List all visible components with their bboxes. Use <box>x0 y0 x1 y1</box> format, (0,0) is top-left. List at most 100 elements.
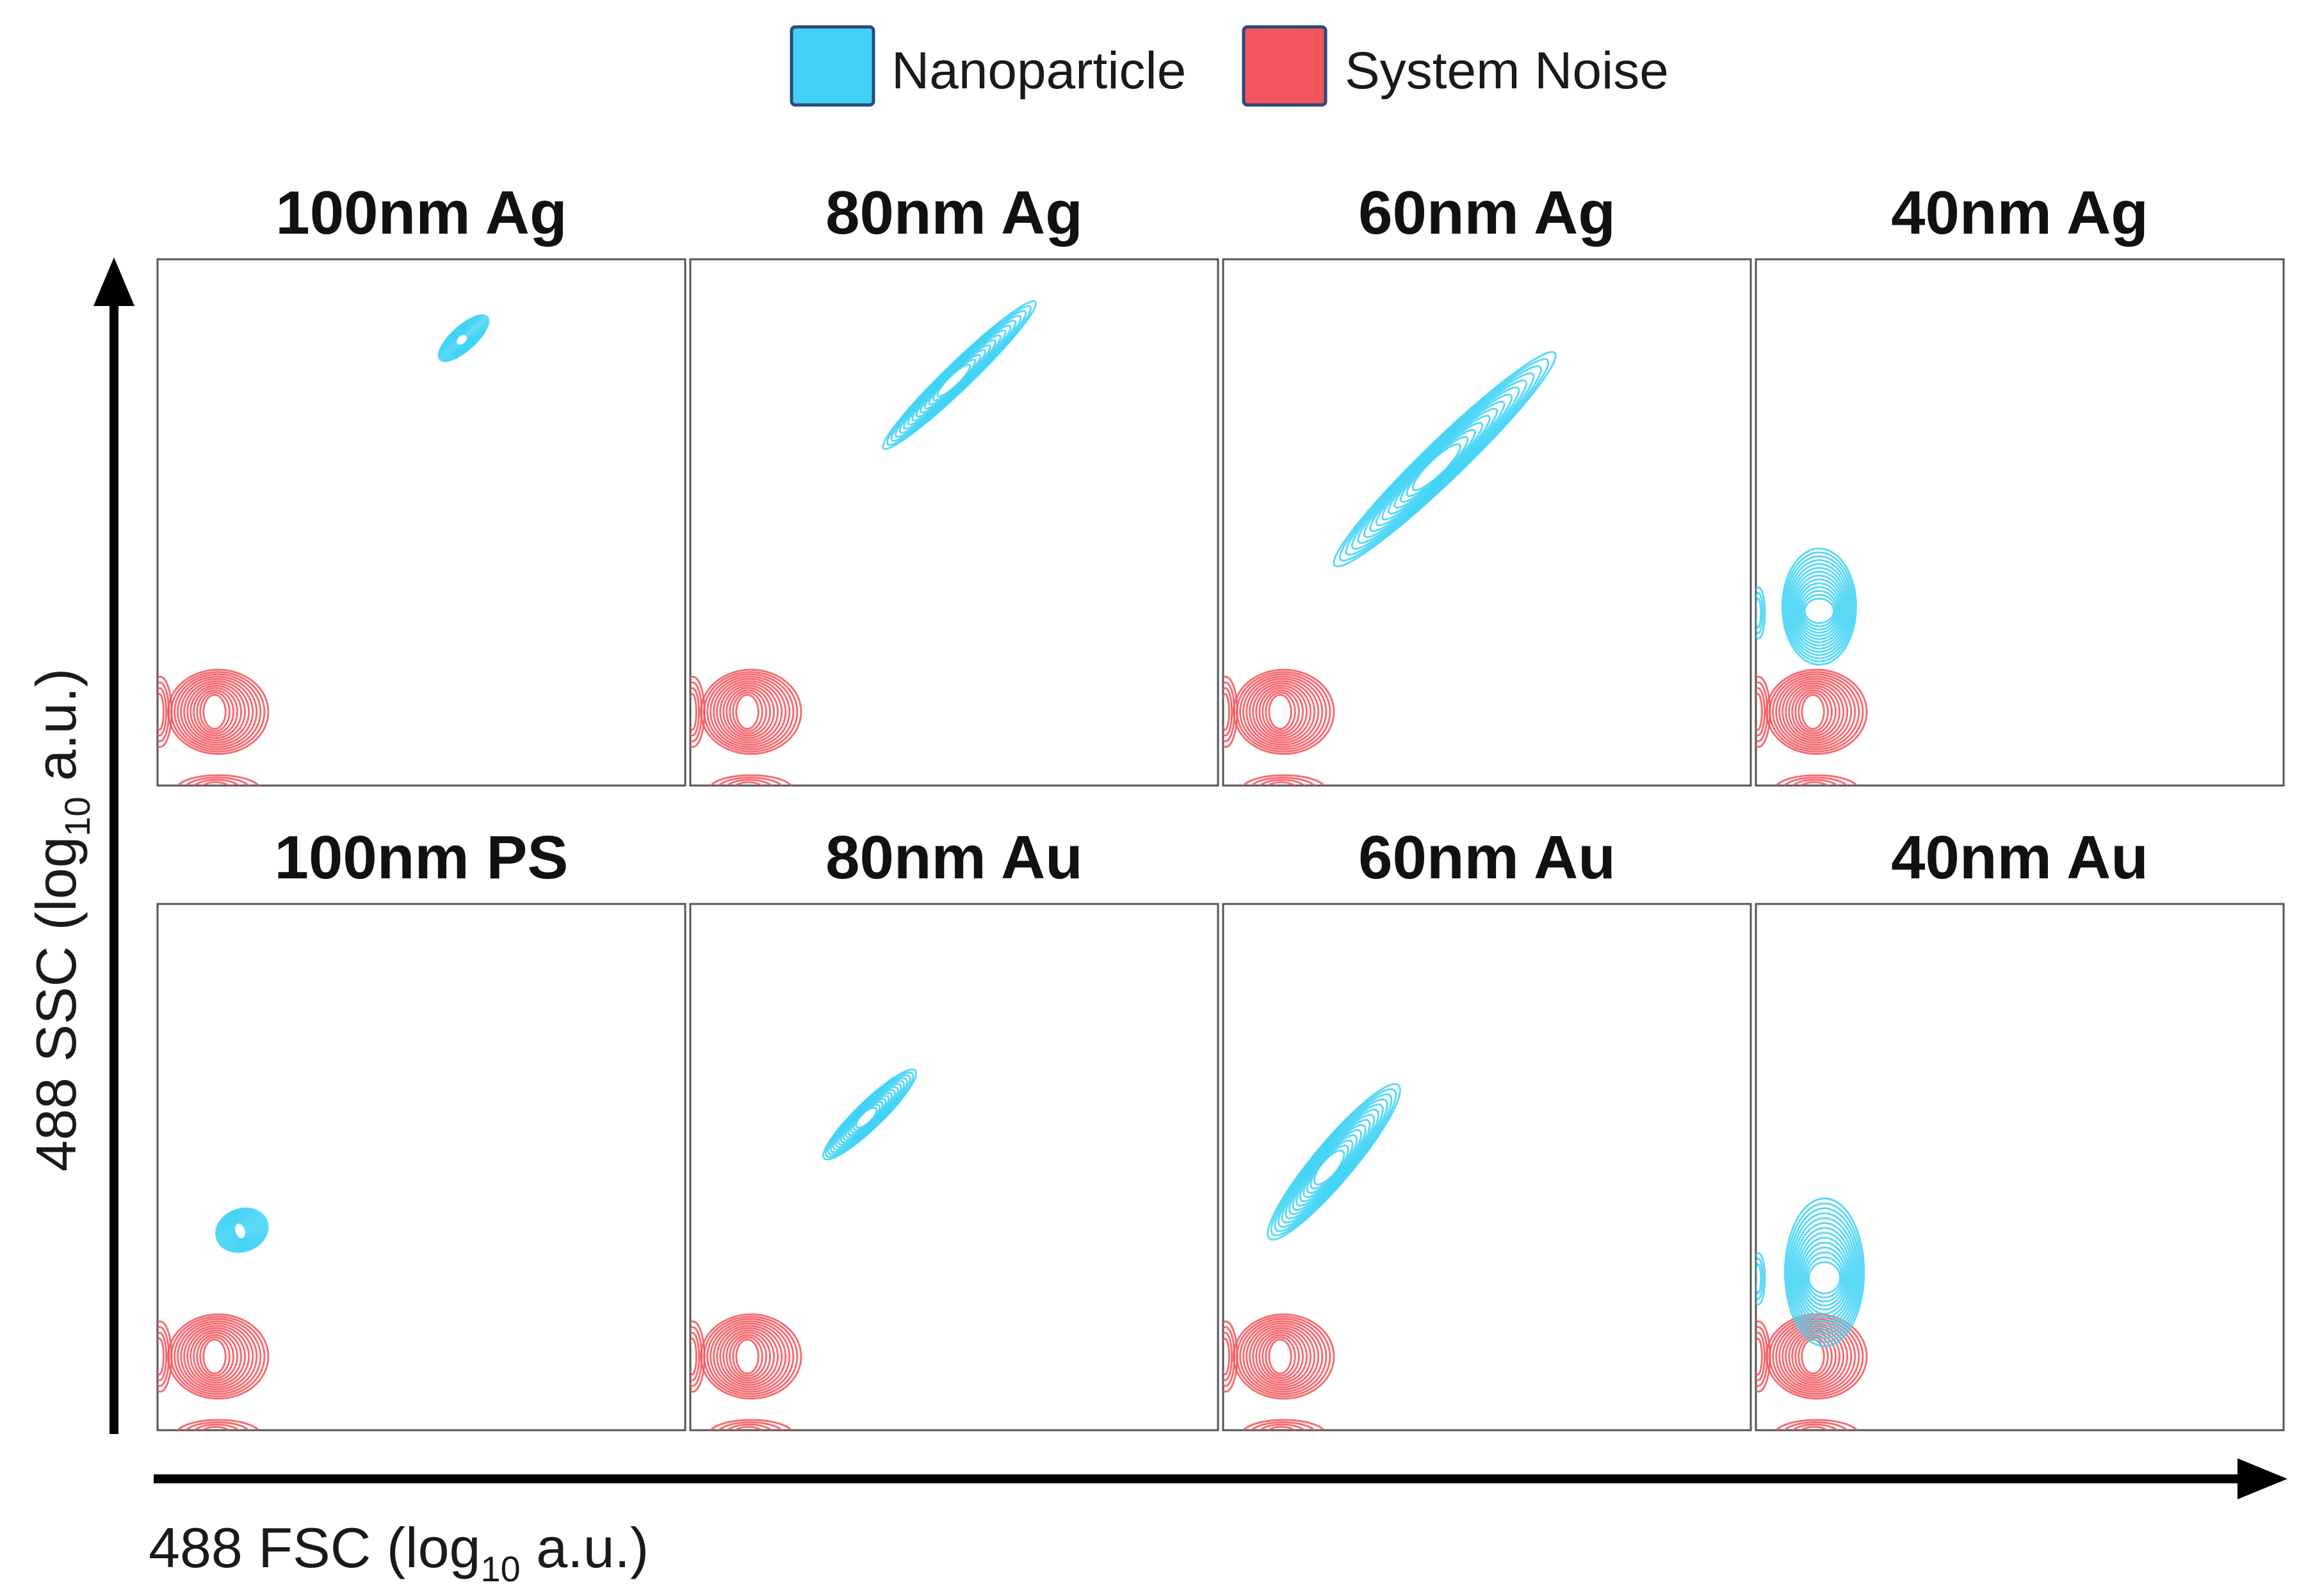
noise-contour-level-7 <box>186 1327 247 1386</box>
panel-title: 80nm Au <box>825 823 1083 892</box>
particle-contour <box>822 1068 918 1161</box>
particle-contour-level-2 <box>1785 1202 1863 1343</box>
noise-contour-level-10 <box>729 1334 767 1380</box>
noise-contour-level-3 <box>1239 1318 1328 1396</box>
noise-bottom-contour-level-4 <box>1267 781 1296 786</box>
panel-3: 60nm Ag <box>1222 179 1752 787</box>
noise-contour-level-5 <box>1778 677 1853 746</box>
legend-label-system-noise: System Noise <box>1345 42 1669 100</box>
noise-contour <box>699 668 802 755</box>
particle-contour-level-4 <box>1786 559 1852 656</box>
particle-contour-level-14 <box>455 333 469 347</box>
particle-contour <box>882 300 1037 450</box>
panel-plot-area <box>1223 1083 1401 1430</box>
noise-contour-level-6 <box>1782 1325 1849 1389</box>
noise-edge-contour-level-3 <box>1756 687 1766 737</box>
noise-contour-level-3 <box>706 673 795 751</box>
noise-contour-level-5 <box>713 677 787 746</box>
noise-edge-contour-level-4 <box>158 1337 165 1376</box>
particle-contour <box>1781 547 1857 666</box>
noise-contour-level-4 <box>177 1320 258 1393</box>
panel-title: 60nm Au <box>1358 823 1616 892</box>
noise-edge-contour <box>158 675 173 748</box>
noise-edge-contour-level-2 <box>158 681 170 743</box>
noise-bottom-contour-level-3 <box>1791 1423 1839 1430</box>
noise-edge-contour-level-4 <box>1756 1337 1763 1376</box>
noise-edge-contour-level-2 <box>158 1326 170 1387</box>
noise-edge-contour <box>1756 1320 1771 1393</box>
particle-contour-level-8 <box>1793 574 1846 643</box>
panel-2: 80nm Ag <box>689 179 1219 787</box>
panel-grid: 100nm Ag 80nm Ag 60nm Ag 40nm Ag 100nm PS 80n… <box>156 179 2285 1431</box>
particle-contour-level-8 <box>225 1215 257 1246</box>
particle-contour-level-13 <box>232 1220 249 1241</box>
noise-contour-level-6 <box>183 1325 250 1389</box>
particle-contour-level-4 <box>219 1211 264 1250</box>
particle-contour-level-6 <box>1790 567 1849 650</box>
noise-contour-level-12 <box>735 693 759 730</box>
noise-contour-level-9 <box>1258 687 1304 737</box>
noise-edge-contour-level-4 <box>1756 693 1763 731</box>
noise-bottom-contour-level-4 <box>1799 1426 1829 1430</box>
noise-contour-level-3 <box>174 1318 262 1396</box>
particle-contour <box>1267 1083 1401 1241</box>
panel-title: 40nm Ag <box>1891 179 2148 247</box>
noise-contour-level-8 <box>190 684 243 739</box>
noise-edge-contour-level-1 <box>158 1320 173 1393</box>
noise-bottom-contour <box>710 774 793 786</box>
particle-contour-level-12 <box>1800 590 1839 631</box>
noise-contour-level-12 <box>1268 693 1292 730</box>
particle-edge-contour-level-2 <box>1756 1257 1764 1300</box>
noise-contour-level-11 <box>1265 1336 1296 1377</box>
particle-contour-level-5 <box>1788 563 1851 653</box>
panel-title: 100nm Ag <box>275 179 567 247</box>
noise-bottom-contour-level-1 <box>1775 774 1858 786</box>
noise-bottom-contour-level-2 <box>717 1421 783 1430</box>
particle-contour-level-14 <box>936 364 971 398</box>
noise-bottom-contour-level-2 <box>184 777 250 786</box>
noise-bottom-contour-level-2 <box>1783 777 1849 786</box>
noise-contour-level-7 <box>1252 1327 1312 1386</box>
particle-contour-level-14 <box>1803 597 1835 624</box>
noise-contour-level-8 <box>1255 1329 1308 1384</box>
noise-edge-contour-level-3 <box>690 687 701 737</box>
noise-edge-contour-level-3 <box>158 687 168 737</box>
noise-contour-level-4 <box>710 675 791 748</box>
particle-contour-level-3 <box>1785 555 1854 659</box>
noise-contour-level-9 <box>1258 1332 1304 1382</box>
particle-contour-level-11 <box>1802 1246 1847 1307</box>
noise-contour-level-7 <box>719 1327 779 1386</box>
particle-contour-level-6 <box>222 1213 261 1248</box>
particle-contour-level-10 <box>227 1217 254 1244</box>
legend: Nanoparticle System Noise <box>790 25 1669 107</box>
noise-edge-contour-level-3 <box>158 1332 168 1382</box>
panel-plot-area <box>1223 351 1557 786</box>
noise-edge-contour-level-3 <box>1756 1332 1766 1382</box>
noise-contour-level-11 <box>199 1336 231 1377</box>
noise-contour-level-12 <box>1801 693 1825 730</box>
noise-contour-level-10 <box>1262 689 1300 735</box>
panel-5: 100nm PS <box>156 823 686 1431</box>
noise-contour-level-6 <box>183 680 250 744</box>
noise-contour-level-5 <box>180 1322 254 1390</box>
noise-edge-contour-level-2 <box>1756 681 1769 743</box>
noise-bottom-contour-level-3 <box>726 778 773 786</box>
noise-edge-contour-level-2 <box>1223 681 1236 743</box>
noise-contour-level-11 <box>1798 1336 1829 1377</box>
noise-contour-level-4 <box>177 675 258 748</box>
particle-edge-contour-level-3 <box>1756 1263 1762 1294</box>
noise-contour-level-11 <box>732 691 763 732</box>
noise-edge-contour-level-1 <box>690 675 706 748</box>
noise-contour-level-5 <box>180 677 254 746</box>
noise-contour-level-9 <box>726 687 772 737</box>
noise-contour-level-9 <box>193 1332 239 1382</box>
noise-bottom-contour-level-3 <box>193 1423 240 1430</box>
noise-contour-level-9 <box>193 687 239 737</box>
particle-contour-level-9 <box>1798 1236 1851 1315</box>
panel-title: 60nm Ag <box>1358 179 1616 247</box>
particle-contour-level-14 <box>1808 1261 1842 1294</box>
particle-contour-level-2 <box>216 1208 268 1252</box>
noise-edge-contour-level-3 <box>1223 1332 1233 1382</box>
noise-contour-level-3 <box>174 673 262 751</box>
noise-contour-level-7 <box>186 682 247 741</box>
